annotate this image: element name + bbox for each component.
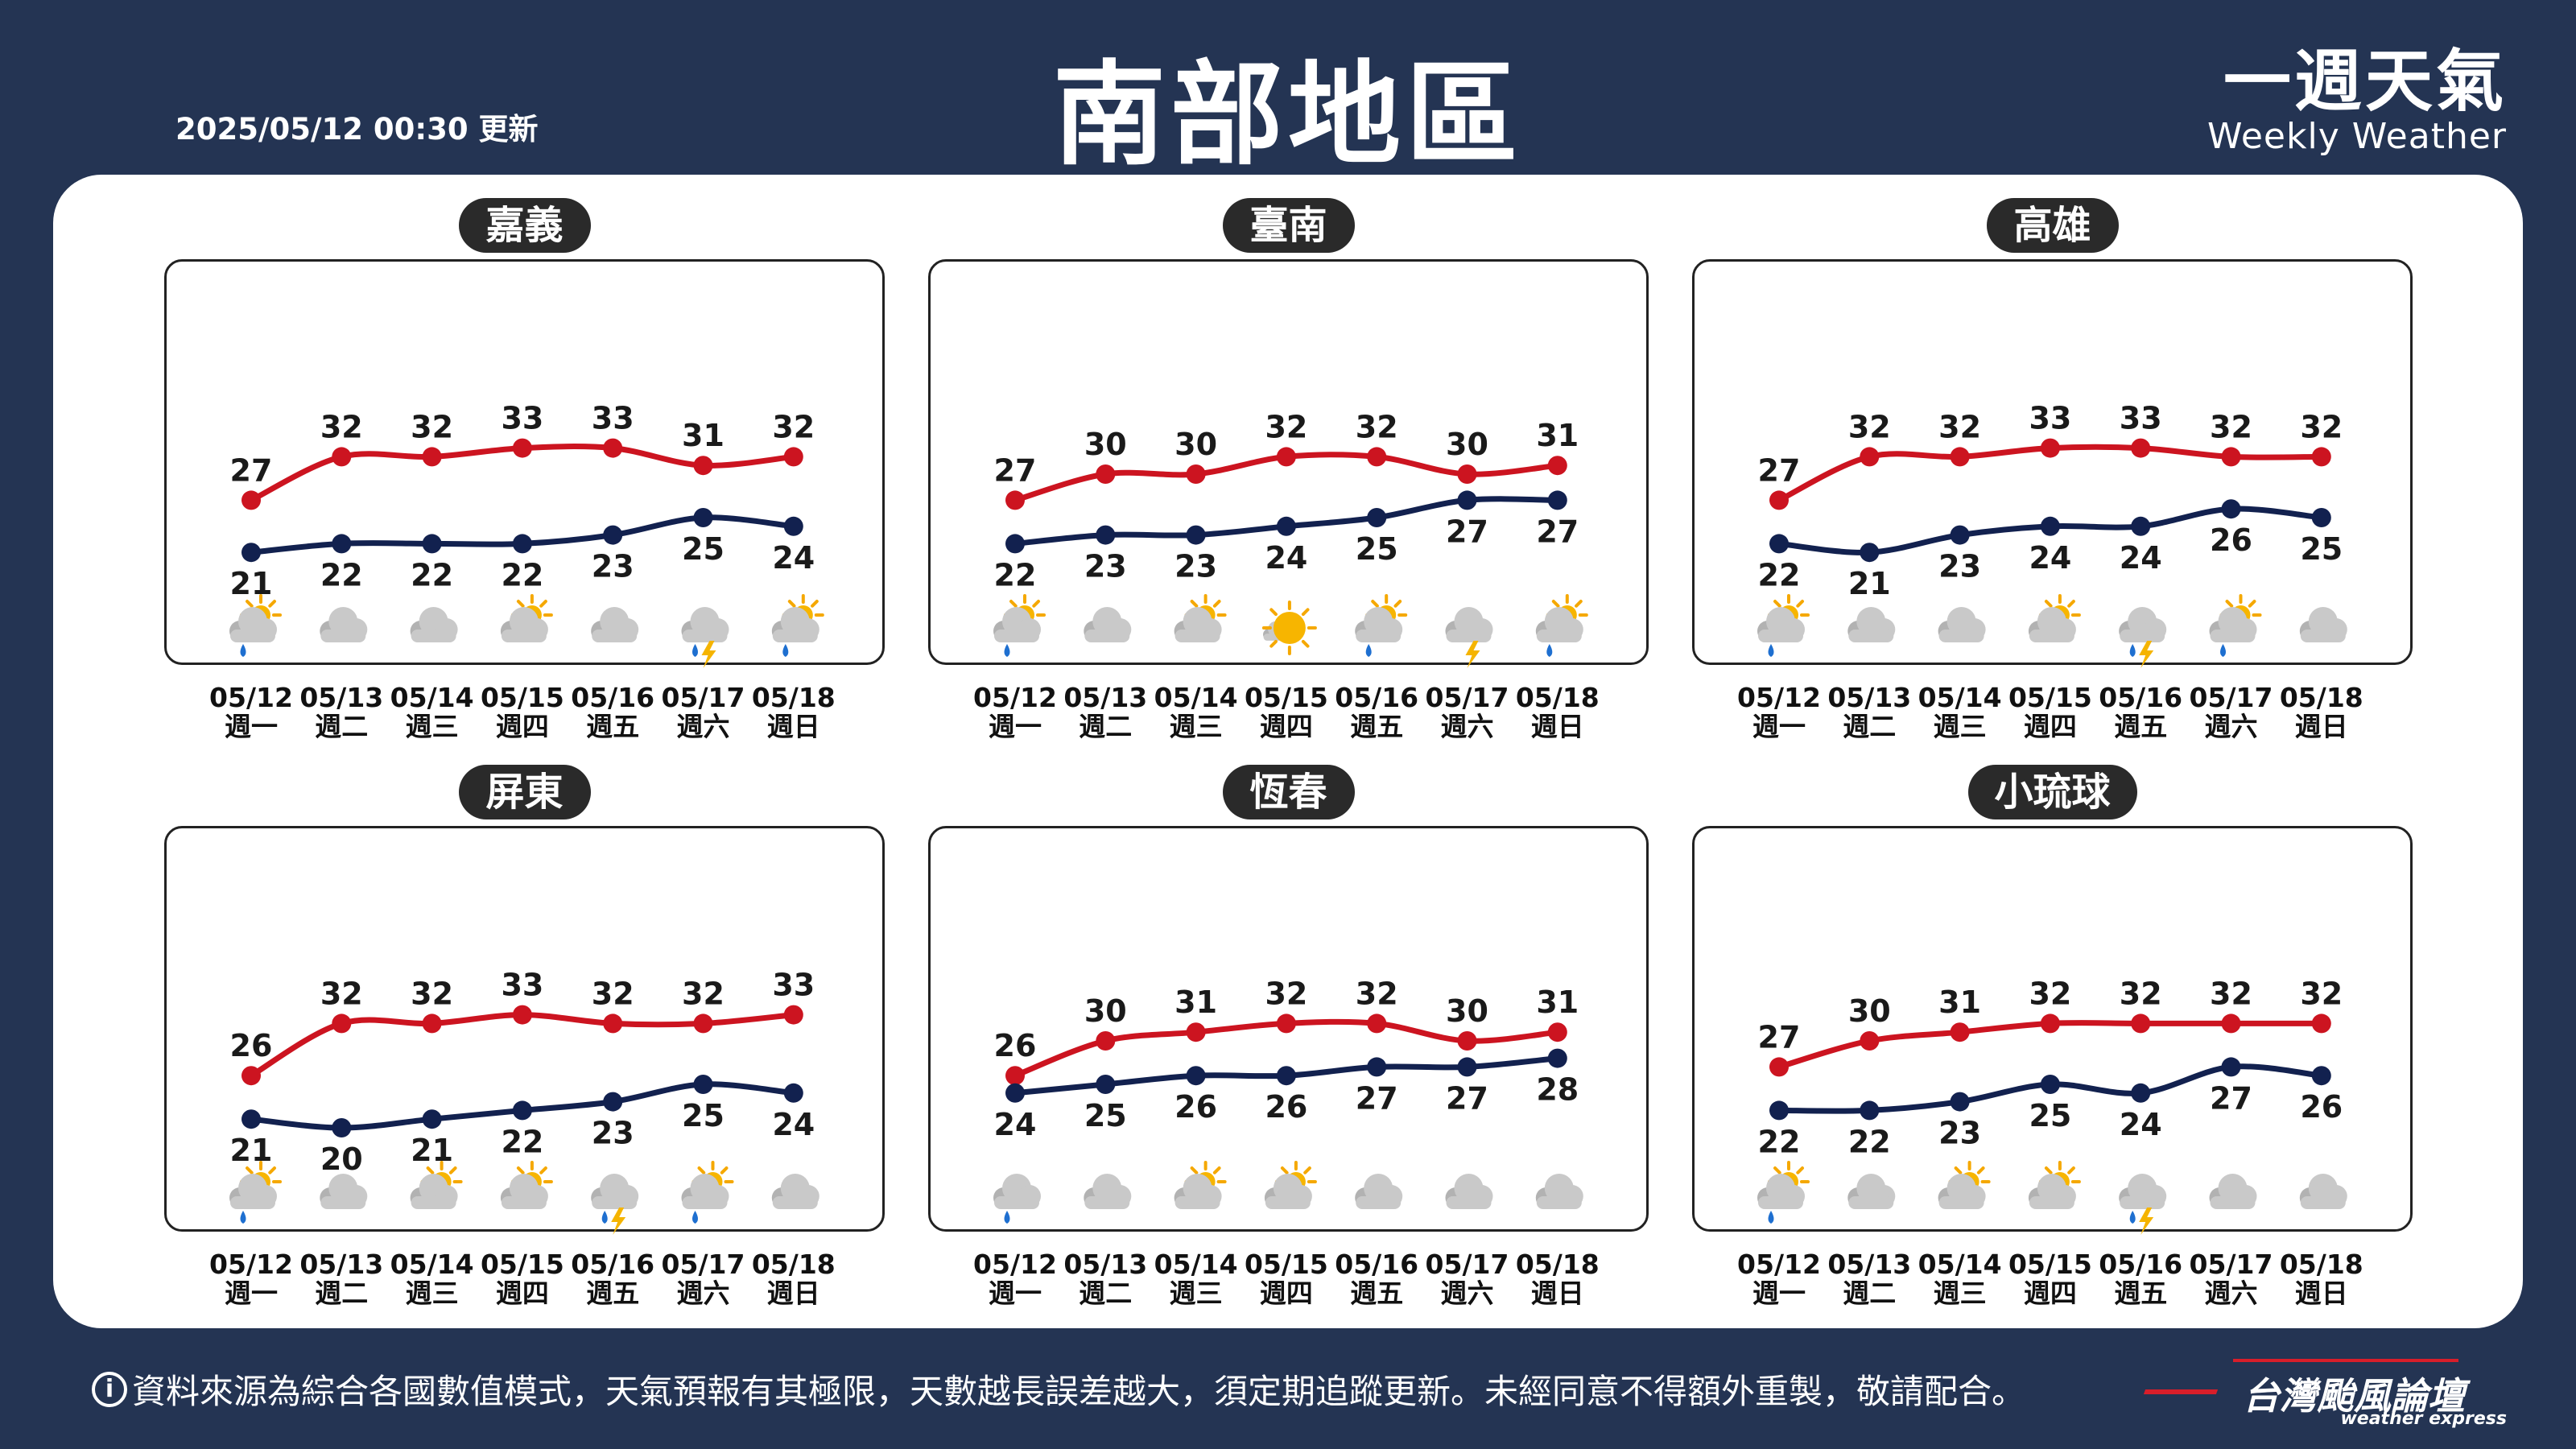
chart-frame — [1692, 259, 2413, 665]
brand-title: 一週天氣 — [2223, 42, 2507, 121]
update-time: 2025/05/12 00:30 更新 — [175, 112, 539, 147]
page-title: 南部地區 — [1052, 50, 1523, 181]
logo-name: 台灣颱風論壇 — [2243, 1374, 2465, 1418]
city-label: 嘉義 — [458, 198, 591, 253]
city-label: 高雄 — [1986, 198, 2119, 253]
logo-stripe — [2143, 1389, 2219, 1394]
city-label: 恆春 — [1222, 765, 1355, 819]
city-label: 屏東 — [458, 765, 591, 819]
chart-frame — [164, 259, 885, 665]
chart-frame — [164, 826, 885, 1232]
forum-logo: 台灣颱風論壇 weather express — [2143, 1352, 2507, 1429]
brand-subtitle: Weekly Weather — [2207, 116, 2507, 157]
brand: 一週天氣 Weekly Weather — [2207, 45, 2507, 156]
footer-note: i 資料來源為綜合各國數值模式，天氣預報有其極限，天數越長誤差越大，須定期追蹤更… — [92, 1364, 2025, 1414]
footer-text: 資料來源為綜合各國數值模式，天氣預報有其極限，天數越長誤差越大，須定期追蹤更新。… — [132, 1372, 2026, 1411]
info-icon: i — [92, 1371, 127, 1407]
city-label: 臺南 — [1222, 198, 1355, 253]
chart-frame — [928, 259, 1649, 665]
logo-stripe-top — [2233, 1359, 2458, 1362]
chart-frame — [928, 826, 1649, 1232]
city-label: 小琉球 — [1967, 765, 2137, 819]
logo-tagline: weather express — [2340, 1409, 2507, 1429]
chart-frame — [1692, 826, 2413, 1232]
